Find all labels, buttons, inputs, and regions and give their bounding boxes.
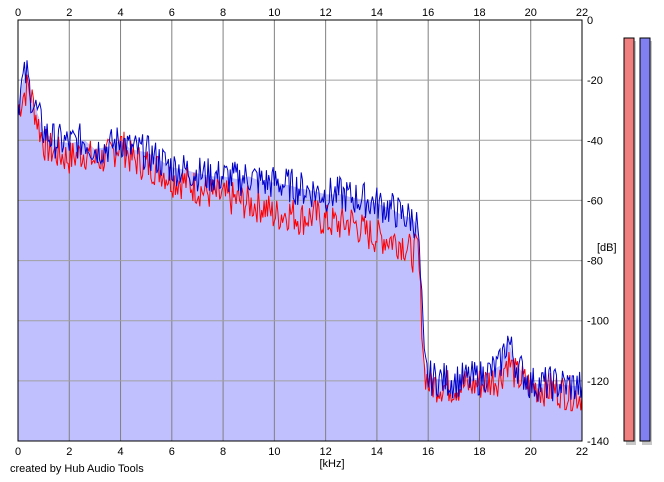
x-tick-label-bottom: 2 (66, 446, 72, 458)
x-tick-label-bottom: 4 (117, 446, 123, 458)
y-tick-label: -100 (587, 316, 609, 328)
x-tick-label-bottom: 0 (15, 446, 21, 458)
y-tick-labels: 0 -20 -40 -60 -80 -100 -120 -140 (587, 15, 609, 448)
x-tick-label-top: 0 (15, 7, 21, 19)
level-meter-left (623, 37, 635, 442)
y-tick-label: -140 (587, 436, 609, 448)
x-tick-label-top: 18 (473, 7, 485, 19)
plot-border (17, 19, 583, 442)
x-tick-label-top: 8 (220, 7, 226, 19)
x-tick-label-bottom: 22 (576, 446, 588, 458)
x-tick-label-top: 4 (117, 7, 123, 19)
x-tick-label-bottom: 10 (268, 446, 280, 458)
y-tick-label: -20 (587, 75, 603, 87)
level-meter-right (639, 37, 651, 442)
y-tick-label: -120 (587, 376, 609, 388)
y-tick-label: -60 (587, 195, 603, 207)
x-tick-label-top: 20 (525, 7, 537, 19)
x-tick-label-bottom: 6 (169, 446, 175, 458)
x-tick-label-bottom: 12 (320, 446, 332, 458)
x-tick-label-bottom: 8 (220, 446, 226, 458)
x-tick-label-bottom: 20 (525, 446, 537, 458)
spectrum-fill (18, 74, 582, 441)
x-tick-label-top: 2 (66, 7, 72, 19)
x-tick-label-bottom: 16 (422, 446, 434, 458)
y-tick-label: 0 (587, 15, 593, 27)
series-line-blue (17, 60, 583, 402)
x-tick-label-top: 10 (268, 7, 280, 19)
x-tick-labels-top: 0 2 4 6 8 10 12 14 16 18 20 22 (15, 7, 588, 19)
y-axis-label: [dB] (597, 242, 617, 254)
x-tick-label-bottom: 18 (473, 446, 485, 458)
credit-text: created by Hub Audio Tools (10, 463, 144, 475)
x-tick-label-top: 14 (371, 7, 383, 19)
x-tick-label-top: 12 (320, 7, 332, 19)
x-tick-label-top: 16 (422, 7, 434, 19)
y-tick-label: -40 (587, 135, 603, 147)
series-lines (17, 60, 583, 412)
x-tick-label-top: 6 (169, 7, 175, 19)
x-tick-label-top: 22 (576, 7, 588, 19)
x-tick-label-bottom: 14 (371, 446, 383, 458)
spectrum-fill-area (18, 74, 582, 441)
x-axis-label: [kHz] (319, 458, 344, 470)
level-meters (623, 37, 652, 445)
x-tick-labels-bottom: 0 2 4 6 8 10 12 14 16 18 20 22 (15, 446, 588, 458)
y-tick-label: -80 (587, 256, 603, 268)
